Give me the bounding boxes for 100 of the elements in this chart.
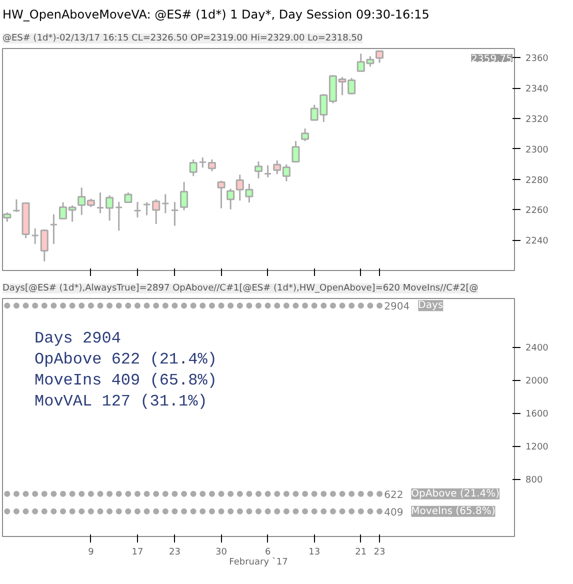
point	[162, 302, 168, 309]
y-tick-label: 2300	[526, 145, 549, 156]
candlestick	[31, 228, 40, 245]
candlestick	[301, 128, 310, 142]
candlestick	[50, 213, 58, 245]
point	[144, 302, 150, 309]
candlestick	[142, 201, 151, 216]
point	[116, 302, 122, 309]
candlestick	[40, 228, 48, 262]
y-tick-label: 2400	[526, 344, 549, 354]
point	[134, 490, 140, 497]
point	[125, 508, 132, 514]
point	[190, 302, 196, 309]
annotation: 2359.75	[471, 54, 513, 66]
point	[358, 490, 364, 497]
point	[376, 302, 383, 309]
point	[60, 508, 66, 514]
point	[13, 508, 20, 514]
candlestick	[376, 50, 384, 64]
point	[292, 508, 299, 514]
y-tick-label: 2000	[526, 376, 549, 387]
point	[218, 508, 224, 514]
y-tick-label: 1600	[526, 410, 549, 420]
point	[172, 302, 178, 309]
point	[274, 490, 280, 497]
point	[97, 302, 104, 309]
point	[376, 508, 383, 514]
point	[228, 490, 234, 497]
point	[78, 508, 85, 514]
point	[32, 508, 38, 514]
point	[106, 508, 113, 514]
point	[13, 302, 20, 309]
point	[218, 302, 224, 309]
candlestick	[180, 181, 188, 212]
point	[292, 490, 299, 497]
point	[236, 508, 243, 514]
point	[125, 302, 132, 309]
candlestick	[12, 198, 20, 213]
point	[330, 302, 336, 309]
point	[181, 302, 188, 309]
point	[190, 490, 196, 497]
point	[134, 302, 140, 309]
point	[97, 490, 104, 497]
point	[367, 508, 374, 514]
point	[200, 490, 206, 497]
text: OpAbove (21.4%)	[411, 488, 500, 500]
point	[88, 508, 94, 514]
candlestick	[226, 188, 235, 210]
point	[78, 302, 85, 309]
point	[13, 490, 20, 497]
point	[208, 302, 215, 309]
x-tick-label: 13	[308, 548, 320, 558]
x-tick-label: 9	[88, 548, 94, 558]
x-axis-title: February `17	[229, 556, 288, 568]
point	[311, 490, 318, 497]
y-tick-label: 2280	[526, 176, 549, 186]
point	[339, 302, 346, 309]
point	[32, 302, 38, 309]
candlestick	[264, 164, 272, 178]
chart-subtitle: Days[@ES# (1d*),AlwaysTrue]=2897 OpAbove//C#1[@ES# (1d*),HW_OpenAbove]=620 MoveIns//C#2[@	[2, 284, 478, 294]
point	[172, 508, 178, 514]
point	[311, 508, 318, 514]
point	[144, 508, 150, 514]
candlestick	[124, 192, 132, 204]
point	[60, 490, 66, 497]
point	[264, 508, 271, 514]
point	[236, 490, 243, 497]
point	[22, 302, 29, 309]
candlestick	[3, 212, 12, 222]
point	[367, 302, 374, 309]
point	[200, 302, 206, 309]
point	[172, 490, 178, 497]
annotation: OpAbove 622 (21.4%)	[34, 350, 217, 368]
y-tick-label: 1200	[526, 442, 549, 453]
point	[339, 490, 346, 497]
candlestick	[208, 158, 216, 172]
point	[144, 490, 150, 497]
data-label: 409	[384, 507, 404, 518]
point	[283, 508, 290, 514]
point	[60, 302, 66, 309]
point	[4, 508, 10, 514]
point	[283, 490, 290, 497]
y-tick-label: 2240	[526, 236, 549, 247]
point	[97, 508, 104, 514]
point	[330, 508, 336, 514]
point	[311, 302, 318, 309]
point	[22, 508, 29, 514]
candlestick	[170, 201, 179, 227]
point	[153, 490, 160, 497]
point	[348, 302, 355, 309]
point	[116, 508, 122, 514]
point	[302, 302, 308, 309]
x-tick-label: 21	[355, 548, 367, 558]
annotation: Days 2904	[34, 330, 121, 348]
point	[320, 302, 327, 309]
candlestick	[114, 201, 123, 232]
candlestick	[161, 193, 170, 214]
candlestick	[106, 194, 114, 222]
point	[256, 302, 262, 309]
point	[134, 508, 140, 514]
